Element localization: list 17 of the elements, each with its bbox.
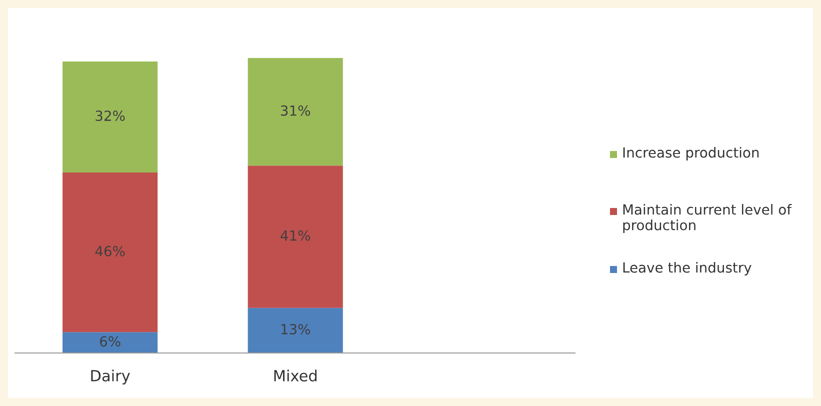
data-label: 6% [100, 336, 120, 347]
data-label: 13% [281, 324, 310, 334]
data-label: 46% [95, 246, 125, 256]
bar [248, 308, 343, 353]
bar [62, 61, 158, 173]
data-label: 41% [280, 230, 310, 241]
bar [248, 166, 343, 308]
data-label: 31% [280, 105, 310, 116]
bar [62, 172, 158, 332]
bar [248, 58, 343, 166]
legend-label: Increase production [623, 147, 759, 160]
legend-label: Leave the industry [623, 262, 752, 276]
legend-label: Maintain current level of production [623, 204, 792, 233]
data-label: 32% [96, 110, 125, 122]
x-tick-label: Mixed [274, 370, 317, 382]
x-tick-label: Dairy [91, 370, 130, 384]
bar [62, 332, 158, 353]
